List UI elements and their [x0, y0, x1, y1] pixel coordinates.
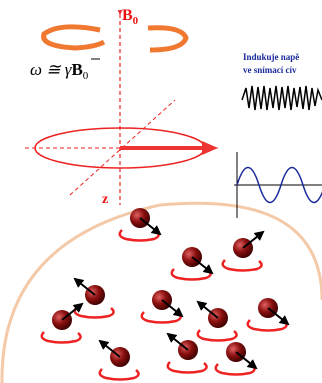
formula-lhs: ω ≅ γ: [30, 60, 73, 79]
field-label: B0: [122, 7, 139, 27]
spin-rotation: [142, 312, 181, 323]
spin-rotation: [42, 332, 81, 343]
spin-rotation: [172, 269, 211, 280]
rotation-arrow: [44, 27, 104, 48]
induced-signal: [242, 86, 322, 110]
spin-rotation: [216, 364, 255, 375]
diagram: B0 ω ≅ γB0 z Indukuje napě ve snímací cí…: [0, 0, 322, 383]
caption-line: Indukuje napě: [243, 52, 299, 62]
spin-rotation: [248, 320, 287, 331]
spin-rotation: [75, 307, 114, 318]
spin-rotation: [223, 260, 262, 271]
spin-rotation: [100, 369, 139, 380]
spin-rotation: [168, 362, 207, 373]
spin-rotation: [198, 330, 237, 341]
formula-sub: 0: [83, 70, 89, 82]
magnetization-head: [202, 141, 218, 155]
formula: ω ≅ γB0: [30, 60, 89, 82]
formula-vector: B: [71, 60, 82, 79]
field-label-main: B: [122, 7, 133, 24]
axis-label: z: [102, 192, 108, 207]
rotation-arrow: [148, 28, 186, 50]
field-label-sub: 0: [133, 15, 139, 27]
spin-rotation: [120, 230, 159, 241]
caption-line: ve snímací cív: [243, 65, 297, 75]
spins: [42, 208, 288, 380]
